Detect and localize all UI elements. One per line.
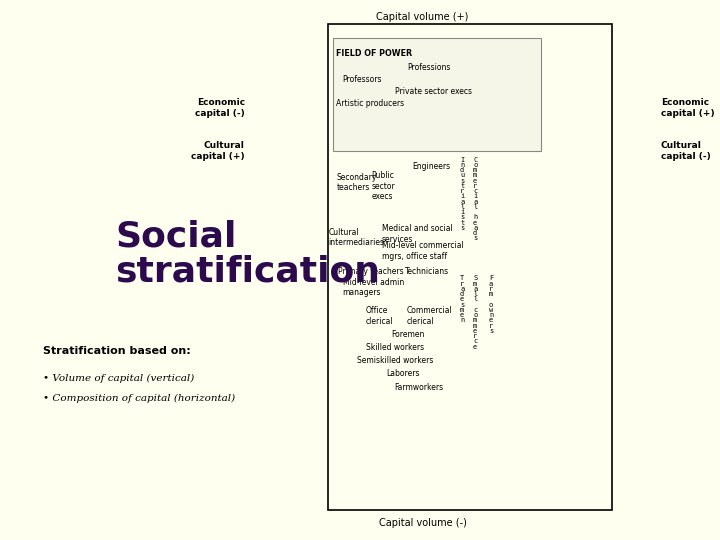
Text: Social
stratification: Social stratification — [115, 219, 380, 288]
Text: Office
clerical: Office clerical — [366, 306, 393, 326]
Text: Private sector execs: Private sector execs — [395, 87, 472, 96]
Text: Artistic producers: Artistic producers — [336, 99, 404, 108]
Text: Skilled workers: Skilled workers — [366, 343, 424, 352]
Text: Technicians: Technicians — [405, 267, 449, 275]
Text: T
r
a
d
e
s
m
e
n: T r a d e s m e n — [460, 275, 464, 323]
Text: Professions: Professions — [407, 63, 450, 72]
Text: S
m
a
l
l
 
c
o
m
m
e
r
c
e: S m a l l c o m m e r c e — [473, 275, 477, 350]
Text: C
o
m
m
e
r
c
i
a
l
 
h
e
a
d
s: C o m m e r c i a l h e a d s — [473, 157, 477, 241]
Text: Farmworkers: Farmworkers — [395, 383, 444, 392]
Text: • Volume of capital (vertical): • Volume of capital (vertical) — [43, 374, 194, 382]
Text: Semiskilled workers: Semiskilled workers — [357, 356, 433, 364]
Text: Engineers: Engineers — [412, 162, 450, 171]
Text: Mid-level admin
managers: Mid-level admin managers — [343, 278, 404, 297]
Text: • Composition of capital (horizontal): • Composition of capital (horizontal) — [43, 394, 235, 403]
Text: FIELD OF POWER: FIELD OF POWER — [336, 50, 412, 58]
Text: Mid-level commercial
mgrs, office staff: Mid-level commercial mgrs, office staff — [382, 241, 464, 261]
Text: Economic
capital (+): Economic capital (+) — [661, 98, 714, 118]
Text: F
a
r
m
 
o
w
n
e
r
s: F a r m o w n e r s — [489, 275, 493, 334]
Text: Public
sector
execs: Public sector execs — [372, 171, 395, 201]
Bar — [328, 24, 612, 510]
Text: Economic
capital (-): Economic capital (-) — [195, 98, 245, 118]
Text: Primary teachers: Primary teachers — [338, 267, 404, 275]
Text: Capital volume (+): Capital volume (+) — [377, 12, 469, 22]
Text: Professors: Professors — [343, 76, 382, 84]
Text: Cultural
capital (-): Cultural capital (-) — [661, 141, 711, 161]
Text: Cultural
intermediaries: Cultural intermediaries — [328, 228, 384, 247]
Text: I
n
d
u
s
t
r
i
a
l
i
s
t
s: I n d u s t r i a l i s t s — [460, 157, 464, 231]
Text: Capital volume (-): Capital volume (-) — [379, 518, 467, 528]
Text: Stratification based on:: Stratification based on: — [43, 346, 191, 356]
Text: Laborers: Laborers — [386, 369, 420, 378]
Text: Medical and social
services: Medical and social services — [382, 224, 452, 244]
Text: Commercial
clerical: Commercial clerical — [407, 306, 453, 326]
Text: Cultural
capital (+): Cultural capital (+) — [192, 141, 245, 161]
Text: Secondary
teachers: Secondary teachers — [337, 173, 377, 192]
Bar — [333, 38, 541, 151]
Text: Foremen: Foremen — [391, 330, 424, 339]
